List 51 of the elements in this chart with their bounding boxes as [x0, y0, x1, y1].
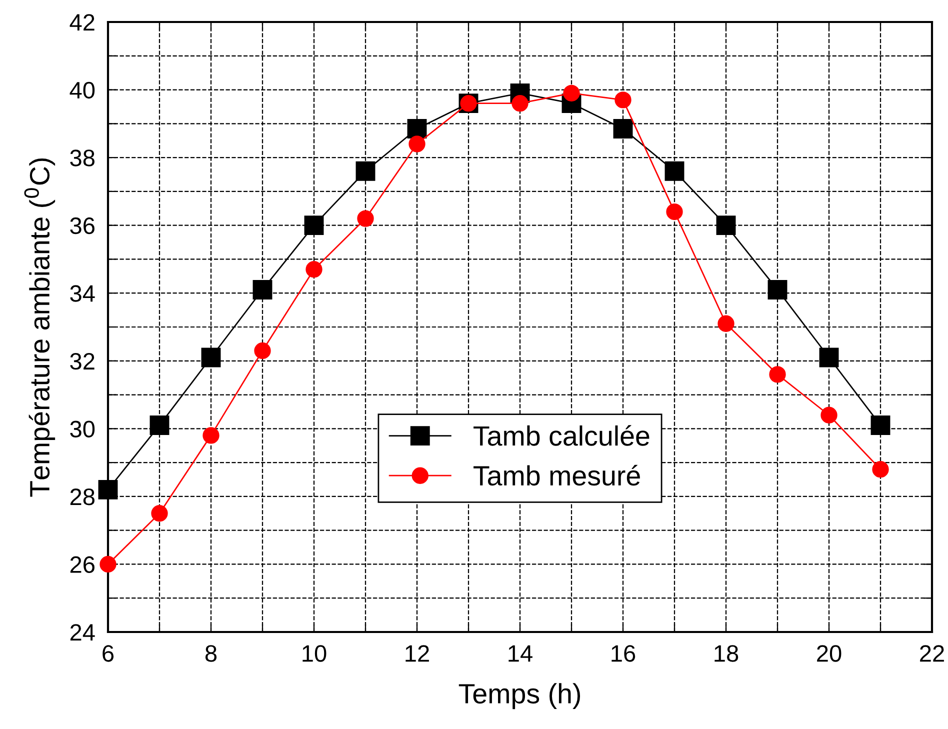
point: [201, 348, 221, 368]
point: [666, 203, 683, 220]
point: [819, 348, 839, 368]
legend-label: Tamb mesuré: [474, 464, 640, 486]
y-tick-label: 28: [70, 488, 94, 506]
x-tick-label: 20: [817, 645, 842, 662]
point: [150, 416, 170, 435]
y-tick-label: 30: [70, 420, 95, 438]
y-tick-label: 36: [70, 217, 94, 234]
x-tick-label: 16: [612, 645, 636, 662]
point: [768, 280, 788, 300]
legend-label: Tamb calculée: [474, 425, 650, 446]
point: [98, 480, 118, 500]
point: [614, 92, 632, 108]
point: [718, 315, 734, 332]
point: [613, 119, 633, 138]
x-tick-label: 22: [920, 645, 944, 662]
y-tick-label: 32: [70, 352, 94, 370]
point: [716, 216, 736, 236]
point: [356, 161, 376, 181]
point: [512, 95, 528, 112]
point: [870, 416, 890, 435]
y-tick-label: 42: [70, 14, 94, 31]
y-tick-label: 38: [70, 150, 94, 166]
point: [254, 342, 271, 360]
point: [100, 556, 116, 573]
x-tick-label: 14: [508, 645, 532, 662]
point: [408, 136, 426, 152]
point: [820, 406, 838, 424]
point: [202, 427, 220, 444]
point: [407, 119, 427, 138]
point: [872, 461, 889, 478]
y-tick-label: 40: [70, 82, 95, 99]
point: [357, 210, 374, 227]
x-tick-label: 12: [406, 645, 429, 662]
point: [151, 505, 168, 522]
y-tick-label: 24: [70, 624, 95, 641]
x-tick-label: 18: [714, 645, 738, 662]
x-tick-label: 10: [302, 645, 326, 662]
point: [769, 366, 786, 383]
y-tick-label: 34: [70, 285, 95, 302]
point: [664, 161, 684, 181]
x-tick-label: 6: [102, 645, 114, 662]
point: [306, 261, 322, 278]
point: [304, 216, 324, 236]
y-axis-title: Température ambiante ($^{0}$C): [24, 158, 56, 497]
x-axis-title: Temps (h): [458, 683, 580, 710]
x-tick-label: 8: [205, 645, 217, 662]
point: [563, 84, 580, 102]
y-tick-label: 26: [70, 556, 94, 574]
point: [252, 280, 272, 300]
